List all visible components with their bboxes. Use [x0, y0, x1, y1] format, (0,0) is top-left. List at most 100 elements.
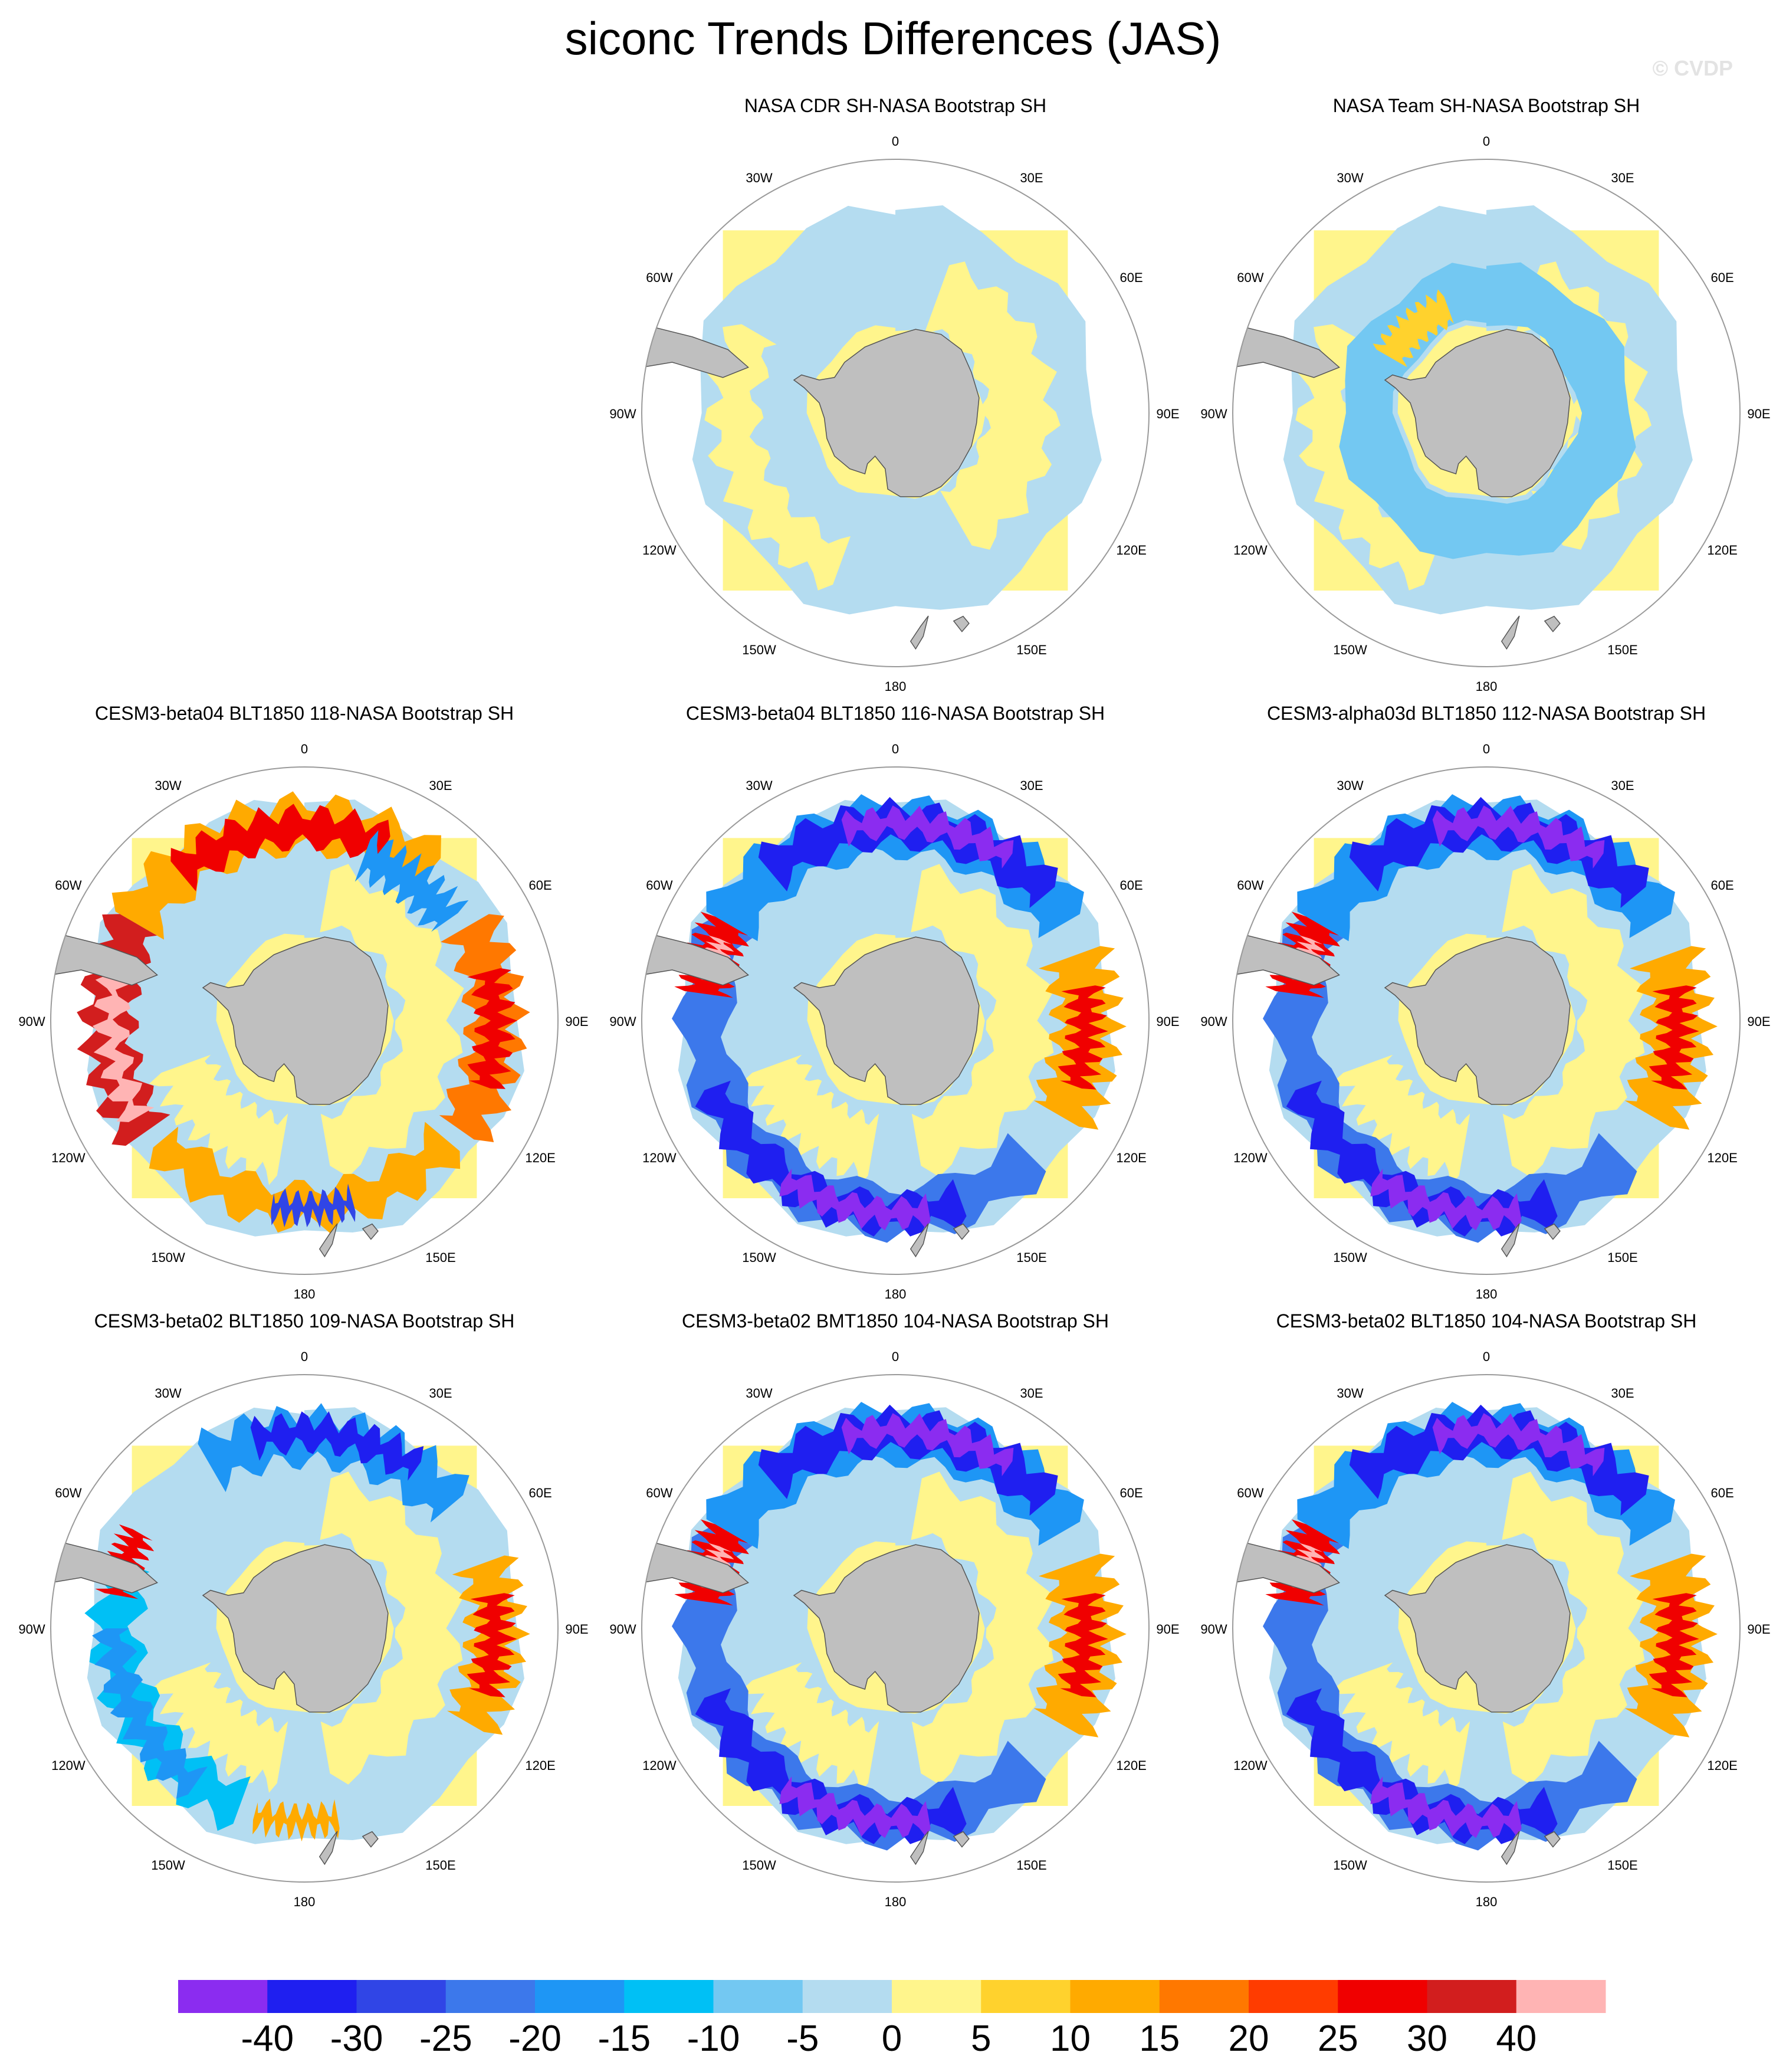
map-boundary: [641, 1374, 1150, 1883]
longitude-label: 180: [885, 1287, 907, 1301]
longitude-label: 30W: [155, 1386, 181, 1401]
longitude-label: 150W: [151, 1858, 185, 1873]
map-panel: CESM3-alpha03d BLT1850 112-NASA Bootstra…: [1200, 703, 1770, 1301]
longitude-label: 150E: [1016, 1858, 1046, 1873]
longitude-label: 90W: [18, 1014, 45, 1029]
longitude-label: 90E: [565, 1622, 588, 1637]
longitude-label: 0: [301, 1349, 308, 1364]
ice-difference-patch: [1502, 864, 1646, 1177]
longitude-label: 150E: [1607, 642, 1637, 657]
map-panels: NASA CDR SH-NASA Bootstrap SH 0 30E 60E 90E 1…: [18, 95, 1770, 1909]
ice-difference-band: [1349, 796, 1649, 909]
longitude-label: 120W: [642, 1758, 677, 1773]
longitude-label: 90E: [1156, 406, 1179, 421]
longitude-label: 90E: [1747, 406, 1770, 421]
colorbar-tick-label: -25: [419, 2018, 472, 2059]
ice-difference-patch: [149, 1662, 288, 1793]
colorbar-tick-label: -10: [687, 2018, 740, 2059]
longitude-label: 30W: [1337, 1386, 1363, 1401]
antarctica-landmass: [202, 936, 389, 1105]
colorbar-tick-label: 20: [1229, 2018, 1269, 2059]
panel-title: NASA CDR SH-NASA Bootstrap SH: [744, 95, 1046, 116]
longitude-label: 30E: [1020, 171, 1043, 185]
colorbar-swatch: [1159, 1980, 1249, 2013]
ice-difference-band: [1349, 1404, 1649, 1516]
ice-difference-patch: [320, 1471, 464, 1785]
panel-title: CESM3-beta02 BLT1850 109-NASA Bootstrap …: [94, 1310, 515, 1332]
colorbar-swatch: [981, 1980, 1071, 2013]
map-panel: NASA CDR SH-NASA Bootstrap SH 0 30E 60E 90E 1…: [609, 95, 1179, 694]
longitude-label: 150E: [1607, 1250, 1637, 1265]
longitude-label: 30E: [1611, 1386, 1634, 1401]
map-panel: CESM3-beta02 BLT1850 104-NASA Bootstrap …: [1200, 1310, 1770, 1909]
south-america-landmass: [642, 931, 750, 986]
longitude-label: 90E: [1156, 1014, 1179, 1029]
ice-difference-band: [1058, 985, 1108, 1090]
longitude-label: 150W: [151, 1250, 185, 1265]
longitude-label: 90E: [1747, 1014, 1770, 1029]
longitude-label: 0: [892, 1349, 899, 1364]
longitude-label: 90W: [1200, 1014, 1227, 1029]
map-boundary: [641, 766, 1150, 1275]
panel-title: CESM3-beta04 BLT1850 118-NASA Bootstrap …: [95, 703, 514, 724]
longitude-label: 120E: [525, 1758, 555, 1773]
longitude-label: 90W: [1200, 1622, 1227, 1637]
antarctica-landmass: [793, 1544, 980, 1713]
ice-difference-patch: [149, 1054, 288, 1185]
tasmania-landmass: [953, 615, 970, 632]
colorbar-swatch: [892, 1980, 981, 2013]
longitude-label: 180: [1476, 1287, 1498, 1301]
ice-difference-band: [779, 1776, 931, 1838]
new-zealand-landmass: [319, 1831, 338, 1866]
colorbar-tick-label: -20: [508, 2018, 562, 2059]
map-boundary: [1232, 159, 1741, 667]
tasmania-landmass: [1544, 1831, 1561, 1848]
map-field: [51, 1403, 530, 1866]
colorbar-tick-label: 0: [882, 2018, 902, 2059]
longitude-label: 60E: [1120, 1486, 1143, 1500]
map-field: [642, 794, 1127, 1258]
longitude-label: 180: [294, 1287, 316, 1301]
south-america-landmass: [642, 323, 750, 378]
longitude-label: 60W: [55, 1486, 81, 1500]
longitude-label: 60E: [529, 1486, 552, 1500]
longitude-label: 120E: [1116, 543, 1146, 558]
antarctica-landmass: [793, 329, 980, 497]
colorbar: -40 -30 -25 -20 -15 -10 -5 0 5 10 15 20 25 30 40: [178, 1980, 1606, 2059]
longitude-label: 60W: [646, 270, 672, 285]
longitude-label: 30W: [746, 1386, 772, 1401]
longitude-label: 60W: [55, 878, 81, 893]
longitude-label: 60W: [1237, 270, 1263, 285]
ice-difference-patch: [320, 864, 464, 1177]
tasmania-landmass: [1544, 615, 1561, 632]
antarctica-landmass: [1384, 329, 1571, 497]
map-panel: CESM3-beta02 BLT1850 109-NASA Bootstrap …: [18, 1310, 588, 1909]
longitude-label: 120W: [1233, 543, 1268, 558]
colorbar-swatch: [535, 1980, 625, 2013]
longitude-label: 30W: [1337, 778, 1363, 793]
ice-difference-band: [695, 1080, 967, 1237]
new-zealand-landmass: [910, 1223, 929, 1258]
colorbar-tick-label: 40: [1496, 2018, 1537, 2059]
ice-difference-band: [149, 1122, 461, 1234]
longitude-label: 150W: [1333, 642, 1367, 657]
antarctica-landmass: [1384, 936, 1571, 1105]
panel-title: CESM3-beta04 BLT1850 116-NASA Bootstrap …: [686, 703, 1105, 724]
longitude-label: 30W: [746, 778, 772, 793]
longitude-label: 180: [885, 1894, 907, 1909]
map-panel: CESM3-beta04 BLT1850 116-NASA Bootstrap …: [609, 703, 1179, 1301]
south-america-landmass: [1233, 931, 1341, 986]
longitude-label: 90E: [1156, 1622, 1179, 1637]
map-boundary: [641, 159, 1150, 667]
tasmania-landmass: [1544, 1223, 1561, 1240]
ice-difference-band: [758, 796, 1058, 909]
longitude-label: 120E: [1707, 543, 1737, 558]
ice-difference-band: [354, 830, 469, 932]
watermark: © CVDP: [1652, 56, 1733, 80]
new-zealand-landmass: [1501, 615, 1520, 650]
ice-difference-patch: [1502, 1471, 1646, 1785]
longitude-label: 60E: [1711, 878, 1734, 893]
colorbar-swatch: [802, 1980, 892, 2013]
ice-difference-band: [779, 1168, 931, 1231]
